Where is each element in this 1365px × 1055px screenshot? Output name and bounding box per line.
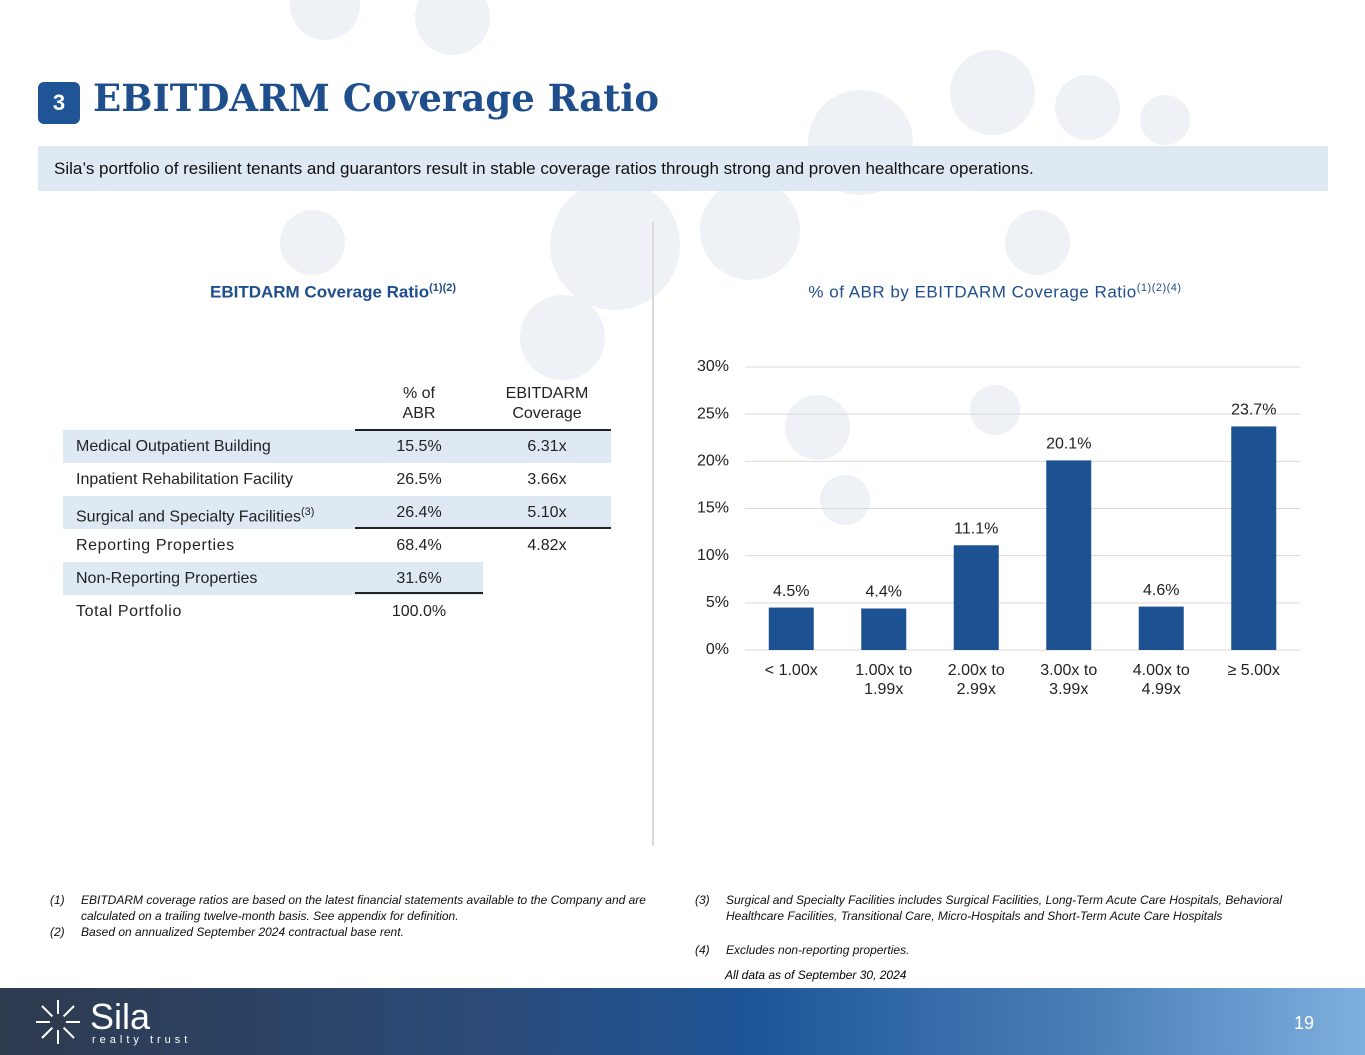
abr-cell: 15.5% bbox=[396, 438, 442, 455]
chart-title: % of ABR by EBITDARM Coverage Ratio(1)(2… bbox=[700, 282, 1290, 303]
logo-mark bbox=[36, 1000, 80, 1044]
abr-cell: 26.4% bbox=[396, 504, 442, 521]
abr-cell: 26.5% bbox=[396, 471, 442, 488]
row-label-text: Surgical and Specialty Facilities bbox=[76, 508, 301, 526]
bar bbox=[861, 608, 907, 650]
logo-name: Sila bbox=[90, 996, 151, 1037]
row-label-text: Inpatient Rehabilitation Facility bbox=[76, 471, 294, 488]
row-band bbox=[63, 430, 611, 463]
x-tick-label: 3.00x to 3.99x bbox=[1040, 662, 1098, 698]
bar bbox=[1231, 426, 1277, 650]
column-header: EBITDARM Coverage bbox=[505, 385, 589, 422]
value-label: 4.5% bbox=[773, 583, 809, 600]
bar bbox=[953, 545, 999, 650]
section-badge: 3 bbox=[38, 82, 80, 124]
row-band bbox=[63, 562, 483, 595]
coverage-cell: 3.66x bbox=[527, 471, 567, 488]
banner: Sila’s portfolio of resilient tenants an… bbox=[38, 146, 1328, 191]
x-tick-label: 1.00x to 1.99x bbox=[855, 662, 913, 698]
banner-text: Sila’s portfolio of resilient tenants an… bbox=[54, 159, 1034, 178]
row-label: Medical Outpatient Building bbox=[76, 430, 271, 463]
row-label-text: Medical Outpatient Building bbox=[76, 438, 271, 455]
abr-cell: 31.6% bbox=[396, 570, 442, 587]
row-label: Non-Reporting Properties bbox=[76, 562, 257, 595]
rule bbox=[355, 527, 611, 529]
footnote: (2) Based on annualized September 2024 co… bbox=[50, 924, 650, 940]
column-header: % of ABR bbox=[402, 385, 436, 422]
value-label: 11.1% bbox=[954, 521, 998, 538]
footnote: (3) Surgical and Specialty Facilities inc… bbox=[695, 892, 1315, 924]
coverage-cell: 5.10x bbox=[527, 504, 567, 521]
coverage-cell: 6.31x bbox=[527, 438, 567, 455]
x-tick-label: 2.00x to 2.99x bbox=[947, 662, 1005, 698]
as-of: All data as of September 30, 2024 bbox=[725, 968, 907, 982]
footnote-text: EBITDARM coverage ratios are based on th… bbox=[81, 893, 646, 923]
abr-cell: 68.4% bbox=[396, 537, 442, 554]
value-label: 4.4% bbox=[866, 584, 902, 601]
chart-title-text: % of ABR by EBITDARM Coverage Ratio bbox=[808, 282, 1137, 302]
rule bbox=[355, 429, 611, 431]
rule bbox=[355, 592, 483, 594]
slide-title: EBITDARM Coverage Ratio bbox=[93, 76, 660, 120]
footnote-marker: (3) bbox=[695, 893, 710, 907]
table-title: EBITDARM Coverage Ratio(1)(2) bbox=[63, 282, 603, 303]
footnote: (4) Excludes non-reporting properties. bbox=[695, 942, 1315, 958]
x-tick-label: ≥ 5.00x bbox=[1227, 662, 1280, 679]
footnote-marker: (4) bbox=[695, 943, 710, 957]
bar bbox=[1138, 606, 1184, 650]
bar bbox=[768, 607, 814, 650]
table-title-text: EBITDARM Coverage Ratio bbox=[209, 282, 430, 302]
chart-title-sup: (1)(2)(4) bbox=[1136, 282, 1182, 294]
value-label: 23.7% bbox=[1231, 402, 1276, 419]
table-title-sup: (1)(2) bbox=[429, 282, 457, 294]
abr-cell: 100.0% bbox=[391, 603, 447, 620]
y-tick-label: 20% bbox=[697, 453, 729, 470]
footnote-text: Surgical and Specialty Facilities includ… bbox=[726, 893, 1283, 923]
y-tick-label: 30% bbox=[697, 358, 729, 375]
footnote: (1) EBITDARM coverage ratios are based on… bbox=[50, 892, 650, 924]
footnote-text: Based on annualized September 2024 contr… bbox=[81, 925, 404, 939]
y-tick-label: 0% bbox=[706, 641, 729, 658]
row-label: Inpatient Rehabilitation Facility bbox=[76, 463, 293, 496]
y-tick-label: 25% bbox=[697, 405, 729, 422]
x-tick-label: 4.00x to 4.99x bbox=[1132, 662, 1190, 698]
bar bbox=[1046, 460, 1092, 650]
x-tick-label: < 1.00x bbox=[764, 662, 818, 679]
row-label-sup: (3) bbox=[301, 506, 315, 518]
row-label-text: Non-Reporting Properties bbox=[76, 570, 258, 587]
row-label-text: Reporting Properties bbox=[76, 537, 235, 554]
y-tick-label: 5% bbox=[706, 594, 729, 611]
value-label: 20.1% bbox=[1046, 436, 1091, 453]
footnote-text: Excludes non-reporting properties. bbox=[726, 943, 910, 957]
row-band bbox=[63, 496, 611, 529]
footnote-marker: (2) bbox=[50, 925, 65, 939]
y-tick-label: 15% bbox=[697, 500, 729, 517]
coverage-cell: 4.82x bbox=[527, 537, 567, 554]
value-label: 4.6% bbox=[1143, 582, 1179, 599]
footnote-marker: (1) bbox=[50, 893, 65, 907]
logo-tagline: realty trust bbox=[92, 1034, 192, 1046]
y-tick-label: 10% bbox=[697, 547, 729, 564]
row-label-text: Total Portfolio bbox=[76, 603, 182, 620]
page-number: 19 bbox=[1294, 1013, 1315, 1033]
row-label: Total Portfolio bbox=[76, 595, 182, 628]
divider bbox=[652, 222, 654, 846]
row-label: Surgical and Specialty Facilities(3) bbox=[76, 496, 314, 529]
footer: Sila realty trust 19 bbox=[0, 988, 1365, 1055]
row-label: Reporting Properties bbox=[76, 529, 235, 562]
